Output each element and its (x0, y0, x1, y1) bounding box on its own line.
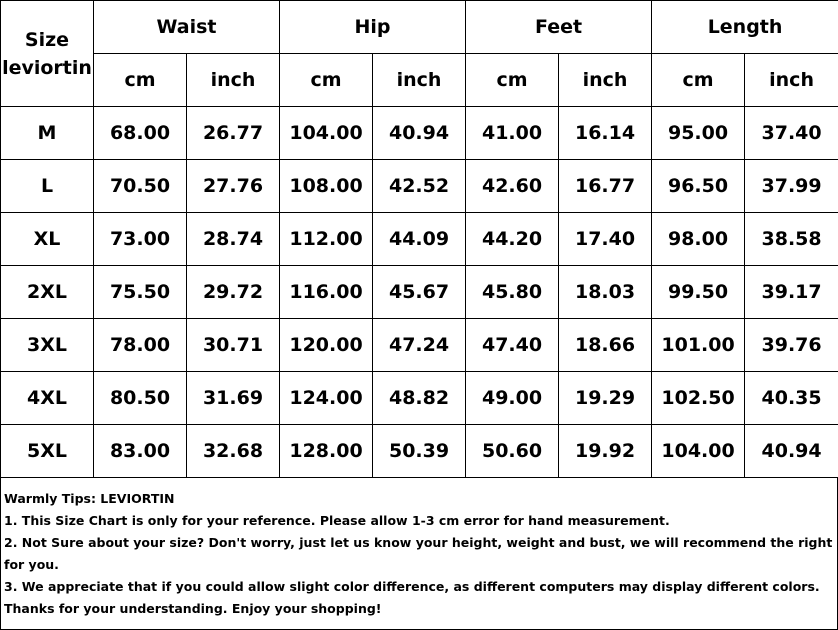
value-cell: 19.29 (558, 371, 653, 425)
value-cell: 80.50 (93, 371, 187, 425)
value-cell: 41.00 (465, 106, 560, 160)
value-cell: 18.66 (558, 318, 653, 372)
value-cell: 31.69 (185, 371, 281, 425)
value-cell: 37.40 (744, 106, 838, 160)
value-cell: 40.35 (744, 371, 838, 425)
unit-header-cm: cm (465, 53, 560, 107)
value-cell: 37.99 (744, 159, 838, 213)
value-cell: 98.00 (651, 212, 746, 266)
value-cell: 48.82 (372, 371, 467, 425)
size-cell: L (0, 159, 94, 213)
value-cell: 29.72 (185, 265, 281, 319)
value-cell: 95.00 (651, 106, 746, 160)
table-row: L 70.50 27.76 108.00 42.52 42.60 16.77 96.50 37.… (0, 159, 838, 213)
value-cell: 26.77 (185, 106, 281, 160)
tip-line: for you. (4, 557, 59, 572)
value-cell: 16.77 (558, 159, 653, 213)
unit-header-row: cm inch cm inch cm inch cm inch (1, 53, 838, 107)
value-cell: 49.00 (465, 371, 560, 425)
value-cell: 108.00 (279, 159, 374, 213)
unit-header-inch: inch (372, 53, 467, 107)
size-cell: M (0, 106, 94, 160)
table-body: M 68.00 26.77 104.00 40.94 41.00 16.14 95.00 37.… (0, 106, 838, 478)
value-cell: 124.00 (279, 371, 374, 425)
unit-header-cm: cm (279, 53, 374, 107)
value-cell: 28.74 (185, 212, 281, 266)
value-cell: 42.60 (465, 159, 560, 213)
size-header-line-2: leviortin (2, 56, 92, 79)
value-cell: 40.94 (372, 106, 467, 160)
unit-header-cm: cm (93, 53, 187, 107)
value-cell: 116.00 (279, 265, 374, 319)
table-row: XL 73.00 28.74 112.00 44.09 44.20 17.40 98.00 38… (0, 212, 838, 266)
value-cell: 39.17 (744, 265, 838, 319)
value-cell: 104.00 (651, 424, 746, 478)
table-row: 3XL 78.00 30.71 120.00 47.24 47.40 18.66 101.00… (0, 318, 838, 372)
size-header-line-1: Size (24, 28, 70, 51)
value-cell: 128.00 (279, 424, 374, 478)
value-cell: 19.92 (558, 424, 653, 478)
table-row: 4XL 80.50 31.69 124.00 48.82 49.00 19.29 102.50… (0, 371, 838, 425)
value-cell: 104.00 (279, 106, 374, 160)
value-cell: 27.76 (185, 159, 281, 213)
unit-header-inch: inch (185, 53, 281, 107)
unit-header-inch: inch (744, 53, 838, 107)
size-cell: 2XL (0, 265, 94, 319)
unit-header-cm: cm (651, 53, 746, 107)
value-cell: 47.40 (465, 318, 560, 372)
value-cell: 45.67 (372, 265, 467, 319)
value-cell: 50.39 (372, 424, 467, 478)
value-cell: 68.00 (93, 106, 187, 160)
value-cell: 73.00 (93, 212, 187, 266)
value-cell: 83.00 (93, 424, 187, 478)
value-cell: 44.09 (372, 212, 467, 266)
value-cell: 45.80 (465, 265, 560, 319)
tip-line: Warmly Tips: LEVIORTIN (4, 491, 175, 506)
size-cell: XL (0, 212, 94, 266)
tips-box: Warmly Tips: LEVIORTIN 1. This Size Chart… (0, 478, 838, 630)
table-row: M 68.00 26.77 104.00 40.94 41.00 16.14 95.00 37.… (0, 106, 838, 160)
size-column-header: Size leviortin (0, 0, 94, 107)
size-cell: 5XL (0, 424, 94, 478)
value-cell: 32.68 (185, 424, 281, 478)
tip-line: 1. This Size Chart is only for your refe… (4, 513, 670, 528)
value-cell: 40.94 (744, 424, 838, 478)
value-cell: 96.50 (651, 159, 746, 213)
value-cell: 38.58 (744, 212, 838, 266)
value-cell: 102.50 (651, 371, 746, 425)
group-header-feet: Feet (465, 0, 653, 54)
value-cell: 50.60 (465, 424, 560, 478)
value-cell: 47.24 (372, 318, 467, 372)
value-cell: 42.52 (372, 159, 467, 213)
value-cell: 18.03 (558, 265, 653, 319)
size-cell: 4XL (0, 371, 94, 425)
value-cell: 39.76 (744, 318, 838, 372)
value-cell: 30.71 (185, 318, 281, 372)
group-header-hip: Hip (279, 0, 467, 54)
unit-header-inch: inch (558, 53, 653, 107)
size-table: Size leviortin Waist Hip Feet Length cm i… (0, 0, 838, 478)
value-cell: 17.40 (558, 212, 653, 266)
value-cell: 75.50 (93, 265, 187, 319)
table-row: 5XL 83.00 32.68 128.00 50.39 50.60 19.92 104.00… (0, 424, 838, 478)
value-cell: 44.20 (465, 212, 560, 266)
value-cell: 70.50 (93, 159, 187, 213)
value-cell: 16.14 (558, 106, 653, 160)
size-cell: 3XL (0, 318, 94, 372)
value-cell: 78.00 (93, 318, 187, 372)
group-header-length: Length (651, 0, 838, 54)
value-cell: 120.00 (279, 318, 374, 372)
table-header-row: Size leviortin Waist Hip Feet Length (0, 0, 838, 107)
value-cell: 101.00 (651, 318, 746, 372)
tip-line: Thanks for your understanding. Enjoy you… (4, 601, 382, 616)
group-header-waist: Waist (92, 0, 281, 54)
tip-line: 2. Not Sure about your size? Don't worry… (4, 535, 838, 550)
tip-line: 3. We appreciate that if you could allow… (4, 579, 820, 594)
value-cell: 99.50 (651, 265, 746, 319)
table-row: 2XL 75.50 29.72 116.00 45.67 45.80 18.03 99.50 3… (0, 265, 838, 319)
value-cell: 112.00 (279, 212, 374, 266)
